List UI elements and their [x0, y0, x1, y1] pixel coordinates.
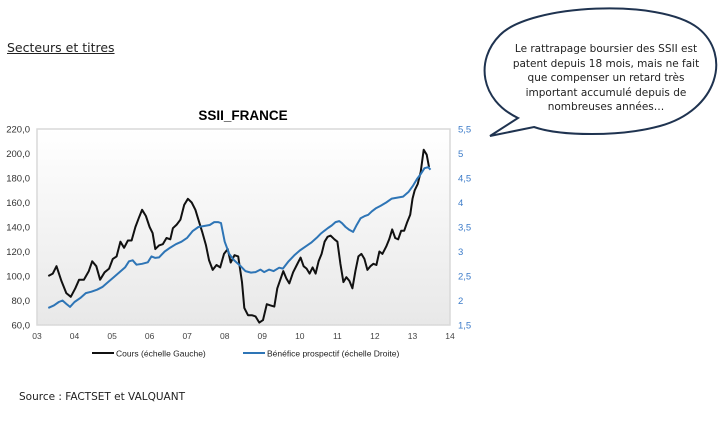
y-right-tick-label: 5,5 — [458, 125, 471, 136]
y-left-tick-label: 180,0 — [6, 174, 30, 185]
y-right-tick-label: 2 — [458, 296, 463, 307]
x-tick-label: 12 — [370, 331, 380, 341]
callout-line: patent depuis 18 mois, mais ne fait — [512, 57, 700, 70]
legend-label-benefice: Bénéfice prospectif (échelle Droite) — [267, 349, 399, 359]
y-left-tick-label: 160,0 — [6, 198, 30, 209]
x-tick-label: 06 — [145, 331, 155, 341]
x-tick-label: 04 — [70, 331, 80, 341]
y-left-tick-label: 220,0 — [6, 125, 30, 136]
callout-line: que compenser un retard très — [527, 72, 685, 84]
y-left-tick-label: 140,0 — [6, 223, 30, 234]
callout-bubble — [483, 7, 718, 137]
callout-text: Le rattrapage boursier des SSII est pate… — [505, 42, 707, 115]
x-tick-label: 10 — [295, 331, 305, 341]
x-tick-label: 03 — [32, 331, 42, 341]
x-tick-label: 08 — [220, 331, 230, 341]
x-tick-label: 05 — [107, 331, 117, 341]
x-tick-label: 14 — [445, 331, 455, 341]
y-right-tick-label: 1,5 — [458, 321, 471, 332]
callout-line: nombreuses années… — [547, 101, 665, 113]
series-line-benefice — [47, 166, 432, 309]
callout-line: Le rattrapage boursier des SSII est — [514, 43, 698, 55]
series-group — [47, 148, 432, 324]
y-right-tick-label: 5 — [458, 149, 463, 160]
y-right-tick-label: 4 — [458, 198, 463, 209]
y-right-tick-label: 4,5 — [458, 174, 471, 185]
y-left-tick-label: 200,0 — [6, 149, 30, 160]
legend: Cours (échelle Gauche) Bénéfice prospect… — [92, 349, 399, 359]
chart-title: SSII_FRANCE — [198, 108, 287, 123]
y-left-tick-label: 120,0 — [6, 247, 30, 258]
y-right-axis: 1,5 2 2,5 3 3,5 4 4,5 5 5,5 — [458, 125, 471, 332]
y-right-tick-label: 2,5 — [458, 272, 471, 283]
section-title: Secteurs et titres — [7, 40, 115, 55]
y-left-axis: 60,0 80,0 100,0 120,0 140,0 160,0 180,0 200,0 22… — [6, 125, 30, 332]
y-right-tick-label: 3,5 — [458, 223, 471, 234]
x-tick-label: 09 — [258, 331, 268, 341]
y-left-tick-label: 80,0 — [12, 296, 31, 307]
x-tick-label: 11 — [333, 331, 342, 341]
legend-label-cours: Cours (échelle Gauche) — [116, 349, 206, 359]
series-line-cours — [47, 148, 430, 324]
callout-line: important accumulé depuis de — [525, 86, 687, 99]
x-axis: 03 04 05 06 07 08 09 10 11 12 13 14 — [32, 331, 455, 341]
x-tick-label: 07 — [182, 331, 192, 341]
source-note: Source : FACTSET et VALQUANT — [19, 391, 186, 403]
x-tick-label: 13 — [408, 331, 418, 341]
y-right-tick-label: 3 — [458, 247, 463, 258]
y-left-tick-label: 100,0 — [6, 272, 30, 283]
y-left-tick-label: 60,0 — [12, 321, 31, 332]
